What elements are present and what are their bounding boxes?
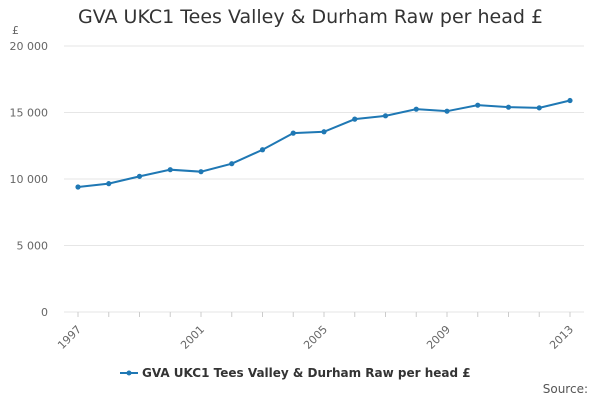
x-tick-label: 2013 (547, 323, 576, 352)
data-point[interactable] (352, 116, 358, 122)
data-point[interactable] (475, 102, 481, 108)
series-layer (75, 97, 573, 190)
data-point[interactable] (505, 104, 512, 110)
legend[interactable]: GVA UKC1 Tees Valley & Durham Raw per he… (120, 366, 471, 380)
y-tick-label: 0 (41, 306, 48, 319)
data-point[interactable] (290, 130, 296, 136)
source-label: Source: (542, 382, 588, 396)
data-point[interactable] (198, 169, 204, 175)
data-point[interactable] (567, 97, 573, 104)
data-point[interactable] (106, 181, 112, 187)
data-point[interactable] (229, 161, 235, 167)
data-point[interactable] (136, 173, 143, 179)
x-tick-label: 1997 (55, 323, 84, 352)
data-point[interactable] (413, 106, 419, 112)
data-point[interactable] (259, 147, 266, 153)
grid-lines (64, 45, 584, 313)
axes: 0 5 000 10 000 15 000 20 000 £1997 2001 2005 200… (10, 24, 577, 352)
x-tick-label: 2005 (301, 323, 330, 352)
y-tick-label: 5 000 (17, 240, 49, 253)
x-tick-label: 2001 (178, 323, 207, 352)
series-line (77, 99, 571, 188)
data-point[interactable] (382, 113, 389, 119)
data-point[interactable] (321, 129, 327, 135)
legend-item-label: GVA UKC1 Tees Valley & Durham Raw per he… (142, 366, 471, 380)
line-dot-icon (120, 370, 138, 376)
data-point[interactable] (536, 105, 542, 111)
y-tick-label: 20 000 (10, 40, 49, 53)
x-tick-label: 2009 (424, 323, 453, 352)
y-tick-label: 10 000 (10, 173, 49, 186)
y-axis-unit-label: £ (12, 24, 19, 37)
y-tick-label: 15 000 (10, 107, 49, 120)
data-point[interactable] (167, 167, 173, 173)
data-point[interactable] (444, 108, 450, 114)
data-point[interactable] (75, 184, 81, 190)
chart-title: GVA UKC1 Tees Valley & Durham Raw per he… (78, 6, 544, 28)
